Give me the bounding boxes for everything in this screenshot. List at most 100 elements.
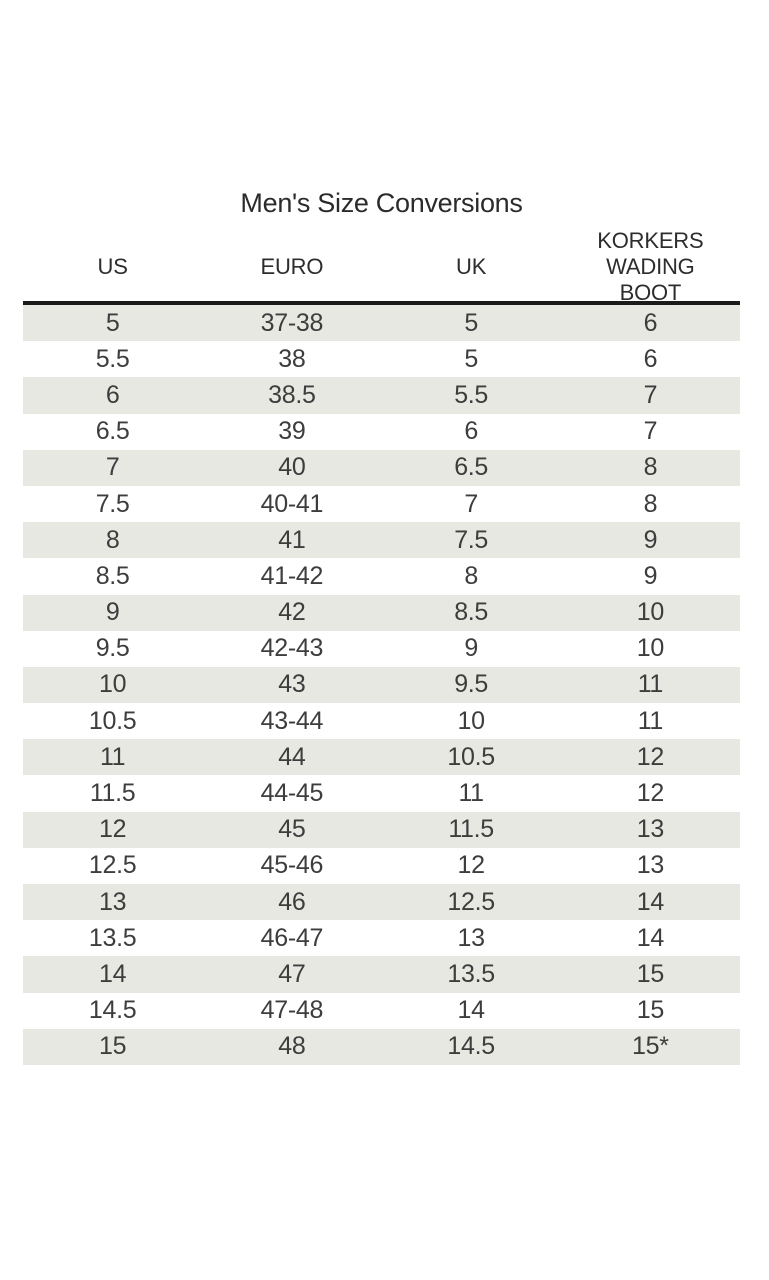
cell-korkers-wading-boot: 11	[637, 706, 664, 735]
cell-euro: 47-48	[260, 996, 324, 1025]
cell-uk: 10	[457, 706, 486, 735]
cell-us: 11	[99, 742, 126, 771]
cell-korkers-wading-boot: 15*	[632, 1032, 669, 1061]
cell-us: 14	[99, 959, 127, 988]
cell-uk: 9	[464, 634, 478, 663]
column-header-korkers-wading-boot-label: KORKERS WADING BOOT	[597, 228, 704, 305]
cell-euro: 48	[278, 1032, 306, 1061]
table-row: 5 37-38 5 6	[23, 305, 740, 342]
page-title: Men's Size Conversions	[240, 188, 523, 218]
cell-euro: 38.5	[268, 380, 316, 409]
cell-euro: 47	[278, 959, 306, 988]
cell-uk: 6	[464, 417, 478, 446]
cell-euro: 46-47	[260, 923, 324, 952]
cell-euro: 45-46	[260, 851, 324, 880]
table-row: 14.5 47-48 14 15	[23, 993, 740, 1029]
table-row: 13 46 12.5 14	[23, 884, 740, 921]
cell-uk: 5	[464, 308, 478, 337]
cell-korkers-wading-boot: 15	[636, 959, 665, 988]
cell-euro: 46	[278, 887, 306, 916]
cell-euro: 40	[278, 453, 306, 482]
table-row: 9.5 42-43 9 10	[23, 631, 740, 667]
cell-uk: 11	[458, 779, 484, 808]
table-row: 6 38.5 5.5 7	[23, 377, 740, 414]
cell-euro: 42	[278, 598, 306, 627]
cell-uk: 14.5	[447, 1032, 495, 1061]
cell-us: 5.5	[95, 344, 130, 373]
cell-korkers-wading-boot: 9	[643, 561, 658, 590]
cell-korkers-wading-boot: 12	[636, 742, 665, 771]
cell-us: 11.5	[89, 779, 136, 808]
cell-us: 8	[105, 525, 120, 554]
cell-euro: 37-38	[260, 308, 324, 337]
cell-uk: 10.5	[447, 742, 495, 771]
cell-korkers-wading-boot: 10	[636, 598, 665, 627]
cell-us: 7	[105, 453, 120, 482]
cell-korkers-wading-boot: 8	[643, 489, 658, 518]
cell-us: 6.5	[95, 417, 130, 446]
cell-us: 12	[99, 815, 127, 844]
cell-us: 6	[105, 380, 120, 409]
table-header-row: US EURO UK KORKERS WADING BOOT	[23, 228, 740, 305]
cell-us: 15	[99, 1032, 127, 1061]
table-row: 7 40 6.5 8	[23, 449, 740, 486]
cell-korkers-wading-boot: 11	[637, 670, 664, 699]
cell-euro: 44-45	[260, 779, 324, 808]
table-row: 8.5 41-42 8 9	[23, 558, 740, 594]
cell-euro: 41	[278, 525, 306, 554]
cell-us: 9	[105, 598, 120, 627]
cell-uk: 11.5	[448, 815, 494, 844]
cell-euro: 42-43	[260, 634, 324, 663]
size-conversion-table: US EURO UK KORKERS WADING BOOT 5 37-38 5 6 5…	[23, 228, 740, 1065]
cell-korkers-wading-boot: 8	[643, 453, 658, 482]
cell-uk: 5	[464, 344, 478, 373]
cell-uk: 7.5	[454, 525, 489, 554]
cell-korkers-wading-boot: 12	[636, 779, 665, 808]
cell-us: 13.5	[88, 923, 137, 952]
cell-euro: 38	[278, 344, 306, 373]
table-row: 11 44 10.5 12	[23, 739, 740, 776]
table-row: 9 42 8.5 10	[23, 594, 740, 631]
cell-korkers-wading-boot: 7	[643, 417, 658, 446]
table-row: 12.5 45-46 12 13	[23, 848, 740, 884]
cell-euro: 40-41	[260, 489, 324, 518]
cell-uk: 13.5	[447, 959, 495, 988]
table-row: 13.5 46-47 13 14	[23, 920, 740, 956]
table-row: 8 41 7.5 9	[23, 522, 740, 559]
cell-us: 10.5	[88, 706, 137, 735]
cell-uk: 12.5	[447, 887, 495, 916]
column-header-korkers-wading-boot: KORKERS WADING BOOT	[561, 228, 740, 306]
table-row: 11.5 44-45 11 12	[23, 775, 740, 811]
table-row: 7.5 40-41 7 8	[23, 486, 740, 522]
cell-euro: 43	[278, 670, 306, 699]
cell-korkers-wading-boot: 15	[636, 996, 665, 1025]
table-row: 5.5 38 5 6	[23, 341, 740, 377]
table-row: 12 45 11.5 13	[23, 811, 740, 848]
cell-euro: 43-44	[260, 706, 324, 735]
cell-korkers-wading-boot: 10	[636, 634, 665, 663]
cell-us: 13	[99, 887, 127, 916]
table-body: 5 37-38 5 6 5.5 38 5 6 6 38.5 5.5 7 6.5 39 6 7 7 40 6.5 8 7.…	[23, 305, 740, 1065]
cell-euro: 45	[278, 815, 306, 844]
cell-korkers-wading-boot: 6	[643, 344, 658, 373]
cell-us: 9.5	[95, 634, 130, 663]
cell-euro: 41-42	[260, 561, 324, 590]
table-row: 10 43 9.5 11	[23, 666, 740, 704]
cell-uk: 6.5	[454, 453, 489, 482]
cell-euro: 39	[278, 417, 306, 446]
cell-us: 8.5	[95, 561, 130, 590]
cell-korkers-wading-boot: 13	[636, 815, 665, 844]
cell-uk: 9.5	[454, 670, 489, 699]
cell-us: 14.5	[88, 996, 137, 1025]
cell-korkers-wading-boot: 14	[636, 923, 665, 952]
cell-korkers-wading-boot: 14	[636, 887, 665, 916]
cell-uk: 14	[457, 996, 486, 1025]
cell-korkers-wading-boot: 13	[636, 851, 665, 880]
cell-uk: 5.5	[454, 380, 489, 409]
cell-korkers-wading-boot: 6	[643, 308, 658, 337]
table-row: 15 48 14.5 15*	[23, 1028, 740, 1065]
cell-us: 7.5	[95, 489, 130, 518]
cell-us: 10	[99, 670, 127, 699]
column-header-euro: EURO	[260, 253, 324, 279]
table-row: 10.5 43-44 10 11	[23, 703, 740, 739]
